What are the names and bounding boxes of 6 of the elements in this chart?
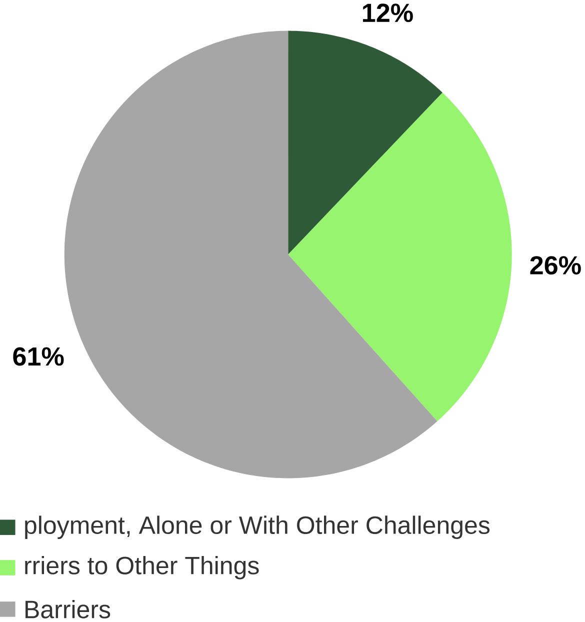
legend-label: rriers to Other Things: [25, 556, 259, 580]
legend-label: ployment, Alone or With Other Challenges: [25, 516, 490, 539]
legend-label: Barriers: [25, 600, 110, 618]
data-label: 12%: [362, 4, 413, 22]
data-label: 61%: [13, 347, 64, 366]
data-label: 26%: [530, 256, 581, 275]
